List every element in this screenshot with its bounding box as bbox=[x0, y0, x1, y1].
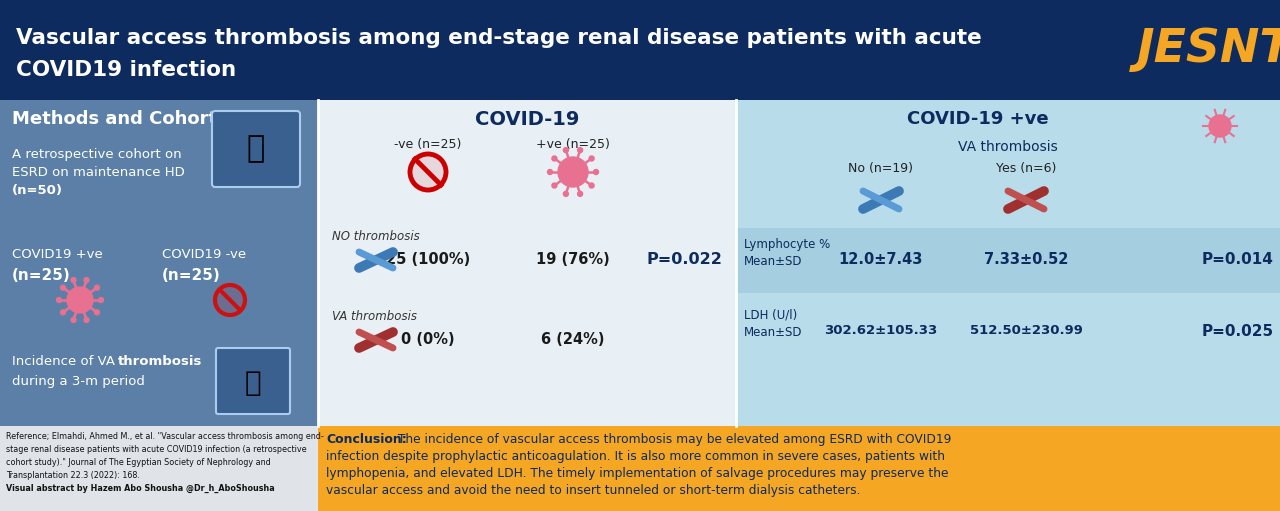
Text: P=0.022: P=0.022 bbox=[646, 252, 722, 267]
Text: COVID19 -ve: COVID19 -ve bbox=[163, 248, 246, 261]
FancyBboxPatch shape bbox=[736, 100, 1280, 426]
Text: Vascular access thrombosis among end-stage renal disease patients with acute: Vascular access thrombosis among end-sta… bbox=[15, 28, 982, 48]
Circle shape bbox=[99, 297, 104, 303]
Circle shape bbox=[589, 183, 594, 188]
Text: vascular access and avoid the need to insert tunneled or short-term dialysis cat: vascular access and avoid the need to in… bbox=[326, 484, 860, 497]
Circle shape bbox=[84, 277, 90, 283]
Text: P=0.025: P=0.025 bbox=[1202, 323, 1274, 338]
FancyBboxPatch shape bbox=[0, 100, 317, 426]
Text: cohort study)." Journal of The Egyptian Society of Nephrology and: cohort study)." Journal of The Egyptian … bbox=[6, 458, 271, 467]
Text: (n=25): (n=25) bbox=[163, 268, 220, 283]
Text: 512.50±230.99: 512.50±230.99 bbox=[969, 324, 1083, 337]
Text: 🏥: 🏥 bbox=[247, 134, 265, 164]
Circle shape bbox=[563, 148, 568, 153]
Circle shape bbox=[70, 277, 76, 283]
Text: during a 3-m period: during a 3-m period bbox=[12, 375, 145, 388]
Circle shape bbox=[84, 317, 90, 322]
Text: 6 (24%): 6 (24%) bbox=[541, 333, 604, 347]
FancyBboxPatch shape bbox=[736, 228, 1280, 293]
Text: thrombosis: thrombosis bbox=[118, 355, 202, 368]
Text: The incidence of vascular access thrombosis may be elevated among ESRD with COVI: The incidence of vascular access thrombo… bbox=[394, 433, 951, 446]
Circle shape bbox=[1210, 115, 1231, 137]
Text: COVID-19: COVID-19 bbox=[475, 110, 579, 129]
Text: 0 (0%): 0 (0%) bbox=[401, 333, 454, 347]
Circle shape bbox=[56, 297, 61, 303]
Circle shape bbox=[589, 156, 594, 161]
Circle shape bbox=[60, 310, 65, 315]
Text: infection despite prophylactic anticoagulation. It is also more common in severe: infection despite prophylactic anticoagu… bbox=[326, 450, 945, 463]
Circle shape bbox=[412, 156, 444, 188]
Text: 302.62±105.33: 302.62±105.33 bbox=[824, 324, 938, 337]
Text: ESRD on maintenance HD: ESRD on maintenance HD bbox=[12, 166, 184, 179]
FancyBboxPatch shape bbox=[0, 0, 1280, 100]
Circle shape bbox=[552, 156, 557, 161]
FancyBboxPatch shape bbox=[317, 426, 1280, 511]
Circle shape bbox=[95, 285, 100, 290]
Text: stage renal disease patients with acute COVID19 infection (a retrospective: stage renal disease patients with acute … bbox=[6, 445, 307, 454]
Circle shape bbox=[70, 317, 76, 322]
Circle shape bbox=[577, 192, 582, 196]
Text: A retrospective cohort on: A retrospective cohort on bbox=[12, 148, 182, 161]
Text: Conclusion:: Conclusion: bbox=[326, 433, 407, 446]
Text: 7.33±0.52: 7.33±0.52 bbox=[984, 252, 1069, 267]
Text: Yes (n=6): Yes (n=6) bbox=[996, 162, 1056, 175]
Text: 25 (100%): 25 (100%) bbox=[385, 252, 470, 267]
Circle shape bbox=[548, 170, 553, 174]
Text: 19 (76%): 19 (76%) bbox=[536, 252, 609, 267]
FancyBboxPatch shape bbox=[317, 100, 736, 426]
Circle shape bbox=[95, 310, 100, 315]
Text: 📋: 📋 bbox=[244, 369, 261, 397]
Text: VA thrombosis: VA thrombosis bbox=[332, 310, 417, 323]
FancyBboxPatch shape bbox=[212, 111, 300, 187]
Text: Incidence of VA: Incidence of VA bbox=[12, 355, 119, 368]
Text: LDH (U/l): LDH (U/l) bbox=[744, 309, 797, 322]
Text: (n=50): (n=50) bbox=[12, 184, 63, 197]
Circle shape bbox=[577, 148, 582, 153]
Text: JESNT: JESNT bbox=[1137, 28, 1280, 73]
Text: COVID19 infection: COVID19 infection bbox=[15, 60, 236, 80]
Text: Mean±SD: Mean±SD bbox=[744, 326, 803, 339]
Text: Visual abstract by Hazem Abo Shousha @Dr_h_AboShousha: Visual abstract by Hazem Abo Shousha @Dr… bbox=[6, 484, 275, 493]
Text: Transplantation 22.3 (2022): 168.: Transplantation 22.3 (2022): 168. bbox=[6, 471, 140, 480]
FancyBboxPatch shape bbox=[216, 348, 291, 414]
Text: lymphopenia, and elevated LDH. The timely implementation of salvage procedures m: lymphopenia, and elevated LDH. The timel… bbox=[326, 467, 948, 480]
Text: Lymphocyte %: Lymphocyte % bbox=[744, 238, 831, 251]
Circle shape bbox=[218, 287, 243, 313]
Circle shape bbox=[558, 157, 588, 187]
Circle shape bbox=[67, 287, 93, 313]
Text: No (n=19): No (n=19) bbox=[849, 162, 914, 175]
Circle shape bbox=[60, 285, 65, 290]
Text: +ve (n=25): +ve (n=25) bbox=[536, 138, 611, 151]
Text: (n=25): (n=25) bbox=[12, 268, 70, 283]
FancyBboxPatch shape bbox=[0, 426, 317, 511]
Text: COVID19 +ve: COVID19 +ve bbox=[12, 248, 102, 261]
Text: -ve (n=25): -ve (n=25) bbox=[394, 138, 462, 151]
Text: 12.0±7.43: 12.0±7.43 bbox=[838, 252, 923, 267]
Circle shape bbox=[552, 183, 557, 188]
Circle shape bbox=[563, 192, 568, 196]
Text: P=0.014: P=0.014 bbox=[1202, 252, 1274, 267]
Text: COVID-19 +ve: COVID-19 +ve bbox=[908, 110, 1048, 128]
Text: Reference; Elmahdi, Ahmed M., et al. "Vascular access thrombosis among end-: Reference; Elmahdi, Ahmed M., et al. "Va… bbox=[6, 432, 324, 441]
Text: Methods and Cohort: Methods and Cohort bbox=[12, 110, 218, 128]
Text: VA thrombosis: VA thrombosis bbox=[959, 140, 1057, 154]
Circle shape bbox=[594, 170, 599, 174]
Text: NO thrombosis: NO thrombosis bbox=[332, 230, 420, 243]
Text: Mean±SD: Mean±SD bbox=[744, 255, 803, 268]
